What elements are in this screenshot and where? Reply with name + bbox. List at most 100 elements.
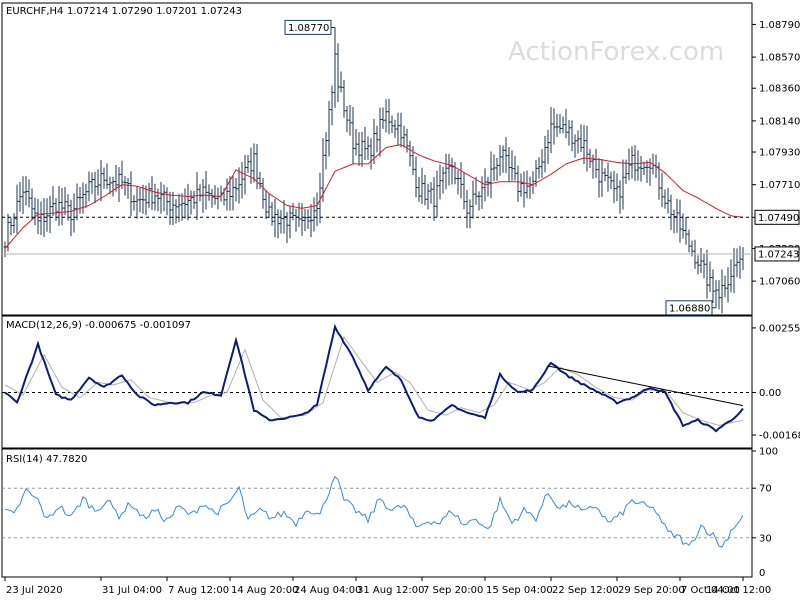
price-bar [15, 184, 19, 234]
price-bars [3, 27, 745, 314]
x-axis-tick-label: 14 Aug 20:00 [231, 585, 298, 596]
price-bar [687, 229, 691, 253]
price-bar [105, 163, 109, 189]
price-bar [525, 170, 529, 199]
current-price-box-label: 1.07243 [758, 249, 799, 260]
x-axis-tick-label: 29 Sep 20:00 [618, 585, 685, 596]
price-bar [456, 169, 460, 195]
price-bar [459, 162, 463, 199]
x-axis-tick-label: 22 Sep 12:00 [552, 585, 619, 596]
price-bar [498, 144, 502, 176]
price-bar [606, 162, 610, 192]
price-bar [486, 176, 490, 197]
price-bar [441, 166, 445, 194]
moving-average-line [4, 144, 744, 249]
price-bar [9, 217, 13, 236]
price-bar [501, 145, 505, 173]
price-bar [336, 43, 340, 103]
price-bar [210, 188, 214, 208]
price-bar [402, 125, 406, 148]
price-bar [339, 71, 343, 93]
macd-axis-tick: 0.002557 [759, 323, 800, 334]
price-bar [612, 170, 616, 204]
price-bar [429, 182, 433, 204]
x-axis: 23 Jul 2020 31 Jul 04:00 7 Aug 12:00 14 Aug… [4, 577, 771, 596]
price-bar [57, 186, 61, 226]
x-axis-tick-label: 7 Oct 04:00 [681, 585, 740, 596]
reference-level-box: 1.07490 [754, 209, 800, 225]
price-axis-tick: 1.08570 [759, 53, 800, 64]
price-panel-frame [1, 2, 753, 316]
price-bar [207, 184, 211, 201]
x-axis-tick-label: 7 Aug 12:00 [168, 585, 229, 596]
price-bar [135, 185, 139, 219]
price-bar [423, 174, 427, 206]
macd-signal-line [4, 335, 744, 426]
price-bar [366, 136, 370, 160]
price-bar [618, 180, 622, 214]
price-bar [420, 167, 424, 205]
price-bar [51, 186, 55, 216]
price-bar [669, 194, 673, 231]
price-bar [522, 171, 526, 208]
price-bar [435, 170, 439, 218]
price-bar [258, 172, 262, 189]
price-bar [633, 145, 637, 181]
price-bar [468, 199, 472, 229]
price-bar [198, 184, 202, 202]
price-bar [495, 158, 499, 181]
price-bar [108, 176, 112, 195]
price-bar [21, 176, 25, 214]
price-bar [33, 197, 37, 226]
price-bar [288, 205, 292, 239]
price-bar [126, 177, 130, 199]
price-bar [279, 209, 283, 234]
annotation-label: 1.06880 [669, 303, 710, 314]
price-bar [546, 129, 550, 164]
price-bar [735, 248, 739, 278]
price-bar [372, 118, 376, 165]
price-bar [480, 176, 484, 209]
price-bar [387, 98, 391, 135]
price-bar [165, 187, 169, 216]
price-bar [432, 177, 436, 221]
price-bar [705, 249, 709, 299]
price-bar [393, 119, 397, 138]
price-bar [261, 178, 265, 209]
rsi-axis-tick: 70 [759, 484, 772, 495]
price-bar [672, 209, 676, 234]
price-bar [240, 161, 244, 199]
price-bar [381, 107, 385, 129]
price-panel: 1.070601.072801.074901.077101.079301.081… [2, 19, 800, 316]
macd-axis-tick: 0.00 [759, 388, 781, 399]
x-axis-tick-label: 14 Oct 12:00 [706, 585, 771, 596]
price-bar [84, 183, 88, 209]
price-bar [360, 131, 364, 167]
price-panel-title: EURCHF,H4 [6, 6, 63, 17]
price-bar [576, 130, 580, 154]
price-bar [72, 193, 76, 233]
price-bar [639, 156, 643, 182]
price-axis-tick: 1.07060 [759, 277, 800, 288]
price-bar [69, 199, 73, 237]
price-bar [699, 247, 703, 273]
price-bar [375, 125, 379, 153]
price-bar [183, 188, 187, 219]
price-bar [45, 198, 49, 232]
price-bar [570, 120, 574, 152]
price-bar [144, 185, 148, 216]
price-bar [477, 191, 481, 211]
price-bar [603, 168, 607, 182]
price-bar [129, 171, 133, 217]
price-bar [246, 154, 250, 173]
low-annotation: 1.06880 [665, 300, 716, 316]
price-bar [273, 198, 277, 238]
price-bar [18, 182, 22, 212]
high-annotation: 1.08770 [284, 19, 335, 35]
price-bar [75, 183, 79, 221]
price-bar [153, 183, 157, 211]
price-bar [117, 167, 121, 202]
price-bar [492, 154, 496, 182]
